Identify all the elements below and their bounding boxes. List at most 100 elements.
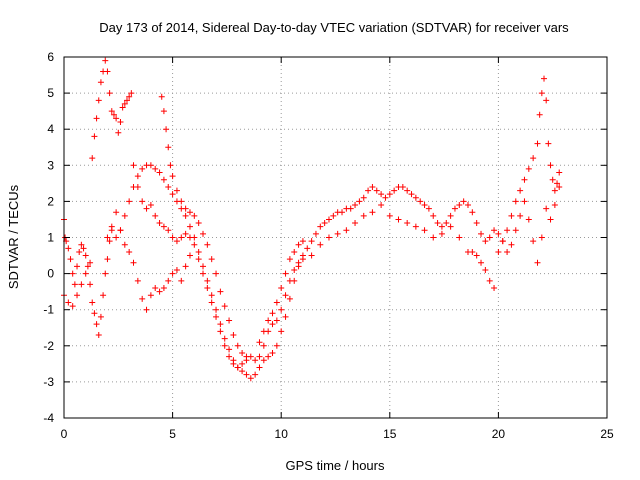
- data-point-2-20: [158, 93, 165, 100]
- data-point-1-37: [178, 234, 185, 241]
- data-point-0-16: [93, 321, 100, 328]
- data-point-0-114: [504, 227, 511, 234]
- data-point-0-20: [102, 270, 109, 277]
- data-point-1-19: [115, 129, 122, 136]
- data-point-1-63: [291, 266, 298, 273]
- data-point-0-84: [373, 187, 380, 194]
- data-point-2-8: [139, 295, 146, 302]
- data-point-1-103: [547, 216, 554, 223]
- data-point-0-18: [97, 313, 104, 320]
- data-point-1-33: [160, 223, 167, 230]
- data-point-1-16: [108, 108, 115, 115]
- data-point-1-17: [110, 111, 117, 118]
- data-point-1-86: [473, 252, 480, 259]
- data-point-1-100: [534, 259, 541, 266]
- data-point-1-10: [95, 97, 102, 104]
- data-point-2-45: [265, 317, 272, 324]
- data-point-1-20: [117, 118, 124, 125]
- data-point-0-105: [464, 202, 471, 209]
- data-point-1-54: [252, 357, 259, 364]
- data-point-1-1: [65, 299, 72, 306]
- data-point-2-30: [191, 212, 198, 219]
- data-point-1-69: [334, 230, 341, 237]
- data-point-2-36: [217, 288, 224, 295]
- data-point-1-34: [165, 227, 172, 234]
- y-tick-label-7: 3: [47, 158, 54, 172]
- data-point-0-100: [443, 220, 450, 227]
- data-point-2-49: [282, 270, 289, 277]
- data-point-1-75: [386, 212, 393, 219]
- data-point-2-10: [147, 292, 154, 299]
- data-point-1-49: [230, 360, 237, 367]
- data-point-1-61: [282, 292, 289, 299]
- data-point-0-92: [408, 191, 415, 198]
- data-point-0-86: [382, 194, 389, 201]
- data-point-1-55: [256, 353, 263, 360]
- data-point-1-105: [556, 183, 563, 190]
- axis-ticks: [63, 56, 608, 419]
- data-point-1-93: [504, 248, 511, 255]
- data-point-1-46: [217, 328, 224, 335]
- grid: [64, 57, 607, 418]
- data-point-1-41: [195, 256, 202, 263]
- data-point-0-110: [486, 234, 493, 241]
- data-point-0-61: [273, 342, 280, 349]
- x-tick-label-1: 5: [169, 427, 176, 441]
- data-point-2-7: [134, 277, 141, 284]
- data-point-1-38: [182, 230, 189, 237]
- data-point-2-53: [299, 238, 306, 245]
- data-point-0-103: [456, 202, 463, 209]
- data-point-0-81: [360, 194, 367, 201]
- data-point-1-95: [512, 227, 519, 234]
- data-point-2-47: [273, 299, 280, 306]
- data-point-0-95: [421, 202, 428, 209]
- data-point-1-5: [82, 270, 89, 277]
- data-point-0-17: [95, 331, 102, 338]
- y-axis-tick-labels: -4 -3 -2 -1 0 1 2 3 4 5 6: [43, 50, 54, 425]
- data-point-2-41: [239, 350, 246, 357]
- data-point-1-58: [269, 321, 276, 328]
- data-point-0-116: [512, 198, 519, 205]
- data-point-0-26: [121, 212, 128, 219]
- data-point-0-96: [425, 205, 432, 212]
- data-point-1-44: [208, 299, 215, 306]
- series-trace-a: [61, 75, 563, 382]
- data-point-2-3: [117, 227, 124, 234]
- data-point-1-73: [369, 209, 376, 216]
- data-point-1-92: [499, 238, 506, 245]
- data-point-0-7: [74, 263, 81, 270]
- data-point-1-85: [469, 248, 476, 255]
- data-point-1-97: [521, 198, 528, 205]
- data-point-0-91: [404, 187, 411, 194]
- data-point-0-129: [551, 187, 558, 194]
- data-point-0-78: [347, 205, 354, 212]
- data-point-2-51: [291, 248, 298, 255]
- x-axis-label: GPS time / hours: [286, 458, 385, 473]
- data-point-0-69: [308, 238, 315, 245]
- data-point-0-11: [82, 252, 89, 259]
- x-tick-label-5: 25: [600, 427, 614, 441]
- data-point-0-40: [182, 212, 189, 219]
- data-point-0-22: [106, 238, 113, 245]
- data-point-0-76: [339, 209, 346, 216]
- data-point-0-70: [312, 230, 319, 237]
- data-point-1-94: [508, 241, 515, 248]
- data-point-1-99: [530, 238, 537, 245]
- data-point-0-97: [430, 212, 437, 219]
- data-point-2-4: [121, 241, 128, 248]
- data-point-1-59: [273, 317, 280, 324]
- y-axis-label: SDTVAR / TECUs: [6, 184, 21, 289]
- series-trace-b: [61, 57, 563, 371]
- data-point-2-48: [278, 285, 285, 292]
- data-point-0-45: [204, 277, 211, 284]
- data-point-1-3: [74, 292, 81, 299]
- data-point-2-23: [165, 144, 172, 151]
- y-tick-label-10: 6: [47, 50, 54, 64]
- data-point-1-91: [495, 248, 502, 255]
- data-point-0-33: [152, 165, 159, 172]
- data-point-2-18: [182, 263, 189, 270]
- data-point-2-6: [130, 259, 137, 266]
- data-point-0-126: [545, 140, 552, 147]
- data-point-0-130: [554, 180, 561, 187]
